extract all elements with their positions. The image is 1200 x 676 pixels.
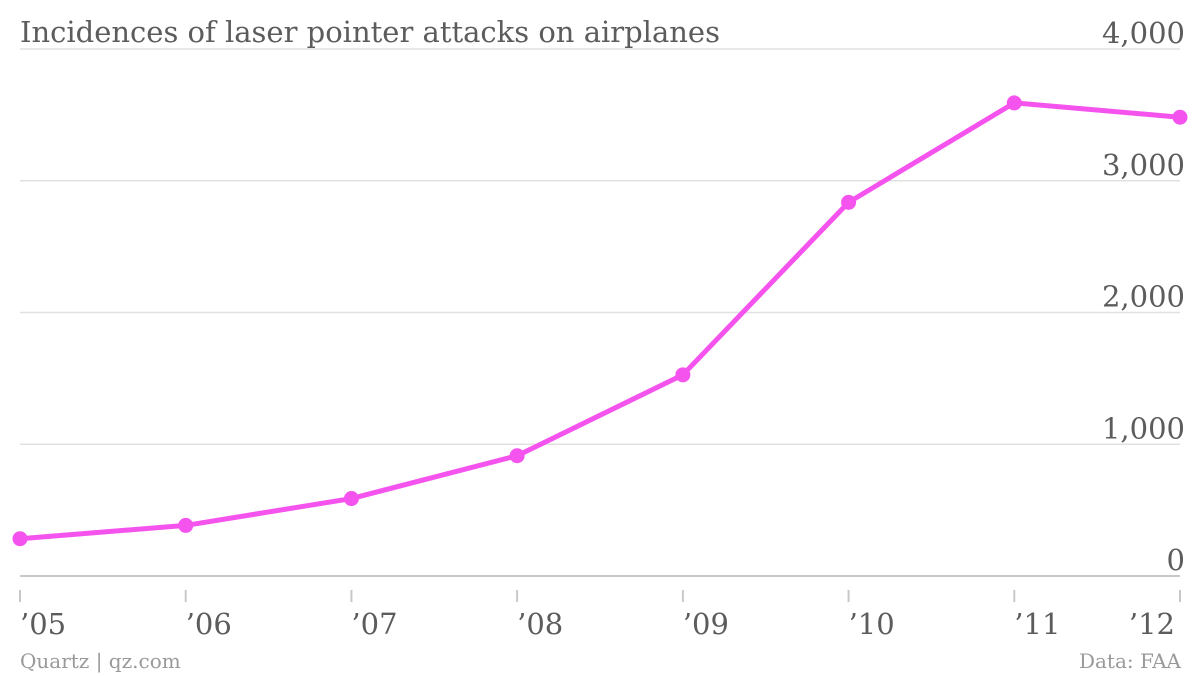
y-tick-label: 1,000	[1102, 411, 1185, 445]
series-line	[17, 100, 1183, 542]
data-point	[12, 531, 28, 547]
x-tick-label: ’07	[351, 607, 397, 641]
y-tick-label: 3,000	[1102, 148, 1185, 182]
x-tick-label: ’06	[186, 607, 232, 641]
y-axis-tick-labels: 0 1,000 2,000 3,000 4,000	[1102, 16, 1185, 577]
y-tick-label: 2,000	[1102, 280, 1185, 314]
chart-title: Incidences of laser pointer attacks on a…	[20, 15, 720, 49]
x-tick-label: ’09	[683, 607, 729, 641]
gridlines	[20, 48, 1180, 577]
x-tick-label: ’11	[1014, 607, 1060, 641]
data-point	[343, 491, 359, 507]
data-point	[675, 367, 691, 383]
footer-source-left: Quartz | qz.com	[20, 649, 181, 674]
footer-source-right: Data: FAA	[1079, 649, 1182, 673]
y-tick-label: 4,000	[1102, 16, 1185, 50]
x-tick-label: ’12	[1129, 607, 1175, 641]
x-axis: ’05 ’06 ’07 ’08 ’09 ’10 ’11 ’12	[19, 590, 1181, 641]
data-point	[841, 194, 857, 210]
series-line-layer	[17, 100, 1183, 542]
data-point	[178, 517, 194, 533]
x-tick-label: ’10	[849, 607, 895, 641]
data-point	[1006, 95, 1022, 111]
data-point	[1172, 109, 1188, 125]
data-point	[509, 448, 525, 464]
x-tick-label: ’08	[517, 607, 563, 641]
x-tick-label: ’05	[20, 607, 66, 641]
data-points	[12, 95, 1188, 547]
y-tick-label: 0	[1167, 543, 1185, 577]
